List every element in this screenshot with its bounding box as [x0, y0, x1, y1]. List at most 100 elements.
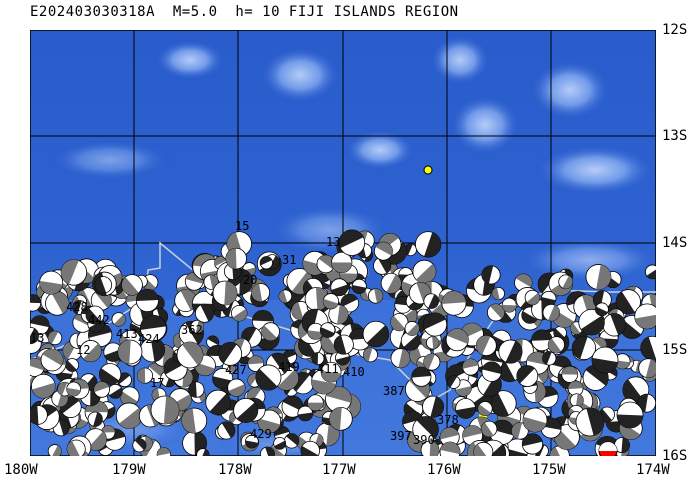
mech-label: 429 — [250, 427, 272, 441]
beachball-icon — [420, 440, 440, 456]
beachball-icon — [445, 328, 469, 352]
beachball-icon — [455, 398, 476, 419]
beachball-icon — [542, 303, 560, 322]
beachball-icon — [60, 259, 88, 286]
beachball-icon — [616, 401, 644, 429]
beachball-icon — [516, 365, 539, 387]
mech-label: 424 — [138, 332, 160, 346]
beachball-icon — [190, 319, 205, 334]
lat-label-12s: 12S — [662, 22, 688, 38]
beachball-icon — [217, 421, 236, 440]
beachball-icon — [329, 406, 353, 431]
lat-label-14s: 14S — [662, 235, 688, 251]
beachball-icon — [218, 342, 243, 366]
beachball-icon — [316, 254, 335, 274]
beachball-icon — [501, 297, 517, 313]
beachball-icon — [531, 329, 553, 352]
beachball-icon — [87, 411, 103, 427]
beachball-icon — [404, 321, 420, 336]
beachball-icon — [119, 386, 140, 407]
lon-label-177w: 177W — [322, 462, 356, 478]
beachball-icon — [521, 433, 544, 455]
beachball-icon — [475, 335, 497, 357]
beachball-icon — [569, 393, 584, 408]
beachball-icon — [477, 401, 493, 417]
lon-label-175w: 175W — [532, 462, 566, 478]
beachball-icon — [498, 339, 523, 364]
beachball-icon — [335, 350, 351, 366]
beachball-icon — [132, 438, 147, 453]
beachball-icon — [637, 393, 656, 413]
beachball-icon — [115, 402, 143, 429]
beachball-icon — [259, 446, 275, 456]
beachball-icon — [225, 247, 247, 270]
beachball-icon — [150, 395, 180, 425]
mech-label: 12 — [76, 343, 90, 357]
mech-label: 15 — [235, 219, 249, 233]
beachball-icon — [30, 326, 39, 345]
lon-label-179w: 179W — [112, 462, 146, 478]
beachball-icon — [307, 322, 325, 340]
epicenter-star-icon — [423, 165, 433, 175]
beachball-icon — [373, 241, 393, 261]
beachball-icon — [423, 312, 448, 337]
lon-label-178w: 178W — [218, 462, 252, 478]
beachball-icon — [422, 395, 445, 418]
beachball-icon — [362, 347, 378, 363]
beachball-icon — [251, 283, 271, 303]
mech-label: 397 — [390, 429, 412, 443]
beachball-icon — [39, 270, 64, 295]
beachball-icon — [307, 394, 324, 411]
beachball-icon — [591, 346, 619, 374]
beachball-icon — [490, 390, 517, 417]
beachball-icon — [255, 364, 282, 391]
beachball-icon — [367, 288, 384, 304]
mech-label: 413 — [116, 327, 138, 341]
beachball-icon — [558, 274, 573, 290]
beachball-icon — [319, 322, 336, 338]
map-title: E202403030318A M=5.0 h= 10 FIJI ISLANDS … — [30, 4, 459, 20]
mech-label: 387 — [383, 384, 405, 398]
beachball-icon — [473, 441, 494, 456]
beachball-icon — [206, 335, 220, 349]
lon-label-180w: 180W — [4, 462, 38, 478]
beachball-icon — [415, 231, 442, 258]
beachball-icon — [578, 308, 605, 336]
beachball-icon — [261, 322, 280, 341]
beachball-icon — [30, 357, 45, 377]
beachball-icon — [615, 289, 641, 315]
beachball-icon — [107, 383, 123, 399]
beachball-icon — [322, 293, 339, 310]
beachball-icon — [524, 289, 541, 306]
beachball-icon — [176, 341, 204, 369]
beachball-icon — [30, 405, 48, 425]
lon-label-174w: 174W — [636, 462, 670, 478]
beachball-icon — [227, 378, 246, 397]
beachball-icon — [338, 229, 366, 256]
lat-label-15s: 15S — [662, 342, 688, 358]
beachball-icon — [423, 293, 439, 309]
beachball-icon — [390, 313, 409, 332]
mech-label: 378 — [437, 413, 459, 427]
beachball-icon — [595, 302, 609, 317]
beachball-icon — [561, 366, 579, 383]
mech-label: 31 — [282, 253, 296, 267]
beachball-icon — [511, 422, 529, 440]
beachball-icon — [121, 274, 143, 296]
beachball-icon — [231, 304, 248, 322]
beachball-icon — [486, 303, 505, 322]
beachball-icon — [297, 405, 314, 422]
beachball-icon — [441, 290, 467, 316]
beachball-icon — [567, 380, 584, 397]
beachball-icon — [79, 340, 102, 363]
beachball-icon — [328, 304, 349, 325]
beachball-icon — [135, 288, 159, 313]
beachball-icon — [259, 256, 273, 270]
highlight-mechanism — [598, 441, 618, 456]
mech-label: 13 — [326, 235, 340, 249]
beachball-icon — [93, 381, 110, 398]
beachball-icon — [462, 358, 480, 376]
beachball-icon — [233, 397, 259, 423]
beachball-icon — [547, 336, 565, 354]
beachball-icon — [140, 337, 166, 363]
